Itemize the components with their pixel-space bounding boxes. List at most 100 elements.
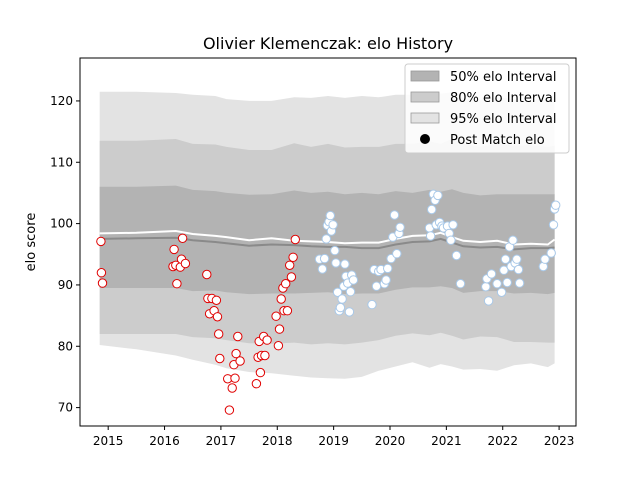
x-tick-label: 2018 [262, 434, 293, 448]
data-point [325, 210, 335, 221]
data-point [233, 331, 243, 342]
data-point [286, 272, 297, 282]
data-point [448, 220, 458, 230]
data-point [348, 275, 359, 285]
legend-swatch [410, 70, 440, 82]
data-point [285, 260, 295, 270]
data-point [214, 329, 224, 339]
data-point [425, 231, 436, 241]
data-point [281, 279, 291, 289]
legend-swatch [410, 91, 440, 103]
data-point [282, 306, 293, 316]
median-line [99, 236, 555, 251]
data-point [367, 299, 377, 310]
data-point [389, 210, 400, 220]
legend-label: 50% elo Interval [450, 70, 557, 85]
x-tick-label: 2021 [431, 434, 462, 448]
data-point [169, 244, 179, 255]
interval-lines [99, 229, 556, 251]
data-point [211, 295, 222, 305]
data-point [344, 307, 355, 317]
x-tick-label: 2017 [206, 434, 237, 448]
data-point [496, 287, 507, 297]
data-point [337, 294, 347, 304]
data-point [512, 254, 522, 264]
data-point [172, 279, 182, 289]
data-point [433, 190, 443, 201]
y-axis: 70 80 90 100 110 120 [50, 94, 80, 415]
data-point [502, 277, 512, 288]
data-point [486, 269, 497, 279]
post-match-points [96, 189, 561, 415]
data-point [392, 249, 402, 259]
data-point [290, 234, 300, 245]
data-point [317, 264, 328, 274]
data-point [276, 294, 286, 304]
data-point [446, 235, 456, 245]
data-point [514, 278, 525, 288]
data-point [212, 312, 223, 322]
data-point [455, 279, 466, 289]
mean-line [99, 229, 556, 246]
data-point [331, 258, 341, 268]
data-point [340, 259, 350, 269]
data-point [330, 245, 340, 256]
x-tick-label: 2019 [318, 434, 349, 448]
data-point [332, 287, 343, 297]
data-point [451, 250, 462, 261]
legend-label: 80% elo Interval [450, 91, 557, 106]
x-tick-label: 2016 [149, 434, 180, 448]
chart-title: Olivier Klemenczak: elo History [203, 34, 453, 53]
data-point [500, 254, 511, 264]
data-point [227, 383, 237, 393]
data-point [96, 268, 107, 278]
data-point [273, 341, 284, 351]
data-point [371, 281, 382, 291]
data-point [381, 275, 391, 285]
data-point [255, 367, 266, 378]
y-axis-label: elo score [24, 213, 39, 272]
data-point [345, 287, 356, 297]
data-point [230, 373, 240, 383]
legend: 50% elo Interval 80% elo Interval 95% elo … [404, 63, 570, 154]
data-point [328, 220, 338, 230]
plot-area [79, 57, 577, 427]
x-tick-label: 2022 [487, 434, 518, 448]
data-point [274, 324, 285, 334]
data-point [177, 233, 188, 244]
data-point [224, 405, 235, 415]
data-point [383, 263, 393, 274]
data-point [180, 258, 191, 269]
data-point [335, 302, 346, 313]
data-point [319, 253, 330, 264]
data-point [215, 353, 225, 364]
x-axis: 2015 2016 2017 2018 2019 2020 2021 2022 2023 [93, 426, 574, 448]
data-point [288, 252, 298, 262]
data-point [235, 356, 245, 366]
data-point [508, 235, 518, 245]
legend-swatch [410, 112, 440, 124]
y-tick-label: 80 [58, 339, 73, 353]
data-point [262, 335, 272, 345]
data-point [546, 248, 556, 258]
legend-label: Post Match elo [450, 133, 545, 148]
data-point [260, 350, 270, 361]
axes-frame [79, 57, 577, 427]
y-tick-label: 100 [50, 217, 73, 231]
data-point [321, 234, 331, 244]
data-point [202, 269, 212, 280]
y-tick-label: 110 [50, 155, 73, 169]
data-point [499, 265, 509, 275]
data-point [513, 264, 524, 275]
x-tick-label: 2015 [93, 434, 124, 448]
x-tick-label: 2020 [375, 434, 406, 448]
data-point [271, 311, 281, 321]
data-point [483, 296, 494, 306]
y-tick-label: 90 [58, 278, 73, 292]
data-point [231, 348, 241, 359]
data-point [551, 200, 561, 210]
data-point [540, 254, 550, 264]
data-point [251, 379, 262, 389]
data-point [492, 279, 502, 289]
